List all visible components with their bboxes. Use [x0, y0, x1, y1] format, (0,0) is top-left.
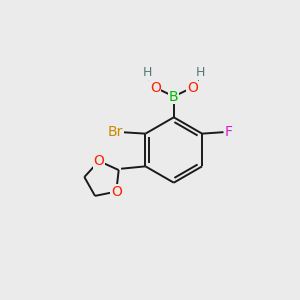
Text: H: H — [142, 66, 152, 79]
Text: O: O — [150, 81, 161, 94]
Text: O: O — [111, 184, 122, 199]
Text: Br: Br — [107, 125, 123, 139]
Text: O: O — [187, 81, 198, 94]
Text: B: B — [169, 89, 178, 103]
Text: H: H — [196, 66, 205, 79]
Text: O: O — [94, 154, 104, 168]
Text: F: F — [225, 125, 233, 139]
